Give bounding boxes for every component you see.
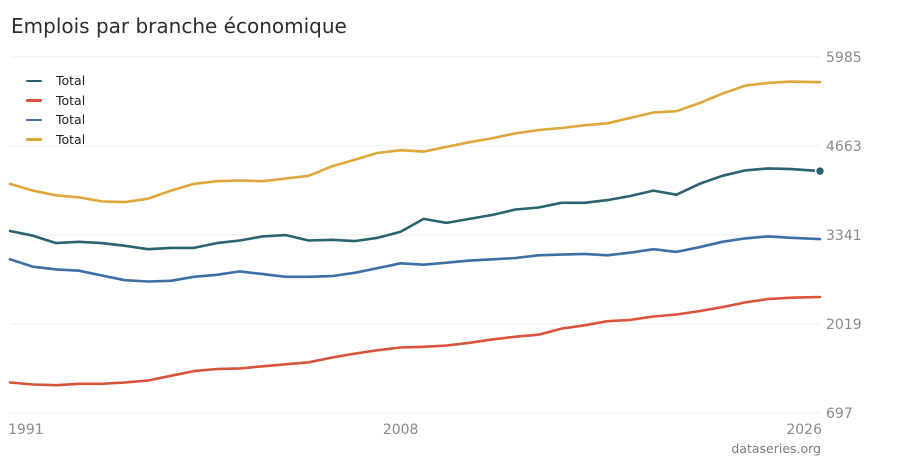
y-tick-label: 4663 [826,139,862,155]
chart-title: Emplois par branche économique [11,14,347,38]
legend-label: Total [56,112,86,128]
legend-item[interactable]: Total [26,130,85,150]
legend-label: Total [56,73,86,89]
y-tick-label: 3341 [826,228,862,244]
legend-swatch [26,99,42,102]
source-label: dataseries.org [731,441,821,456]
x-tick-label: 2026 [786,422,822,438]
x-tick-label: 2008 [383,422,419,438]
legend-item[interactable]: Total [26,71,85,91]
x-tick-label: 1991 [8,422,44,438]
series-lines [8,80,826,387]
series-line-3[interactable] [8,235,822,283]
gridlines [10,56,820,414]
legend-swatch [26,79,42,82]
legend-swatch [26,138,42,141]
series-line-2[interactable] [8,295,822,387]
series-line-1[interactable] [8,167,822,251]
y-tick-label: 5985 [826,50,862,66]
legend-item[interactable]: Total [26,110,85,130]
y-axis-ticks: 5985 4663 3341 2019 697 [826,50,862,422]
legend-label: Total [56,92,86,108]
y-tick-label: 2019 [826,317,862,333]
legend-item[interactable]: Total [26,91,85,111]
legend-swatch [26,118,42,121]
legend: Total Total Total Total [26,71,85,149]
series-line-4[interactable] [8,80,822,204]
y-tick-label: 697 [826,406,853,422]
series-end-marker[interactable] [814,165,826,177]
x-axis-ticks: 1991 2008 2026 [8,422,822,438]
legend-label: Total [56,131,86,147]
